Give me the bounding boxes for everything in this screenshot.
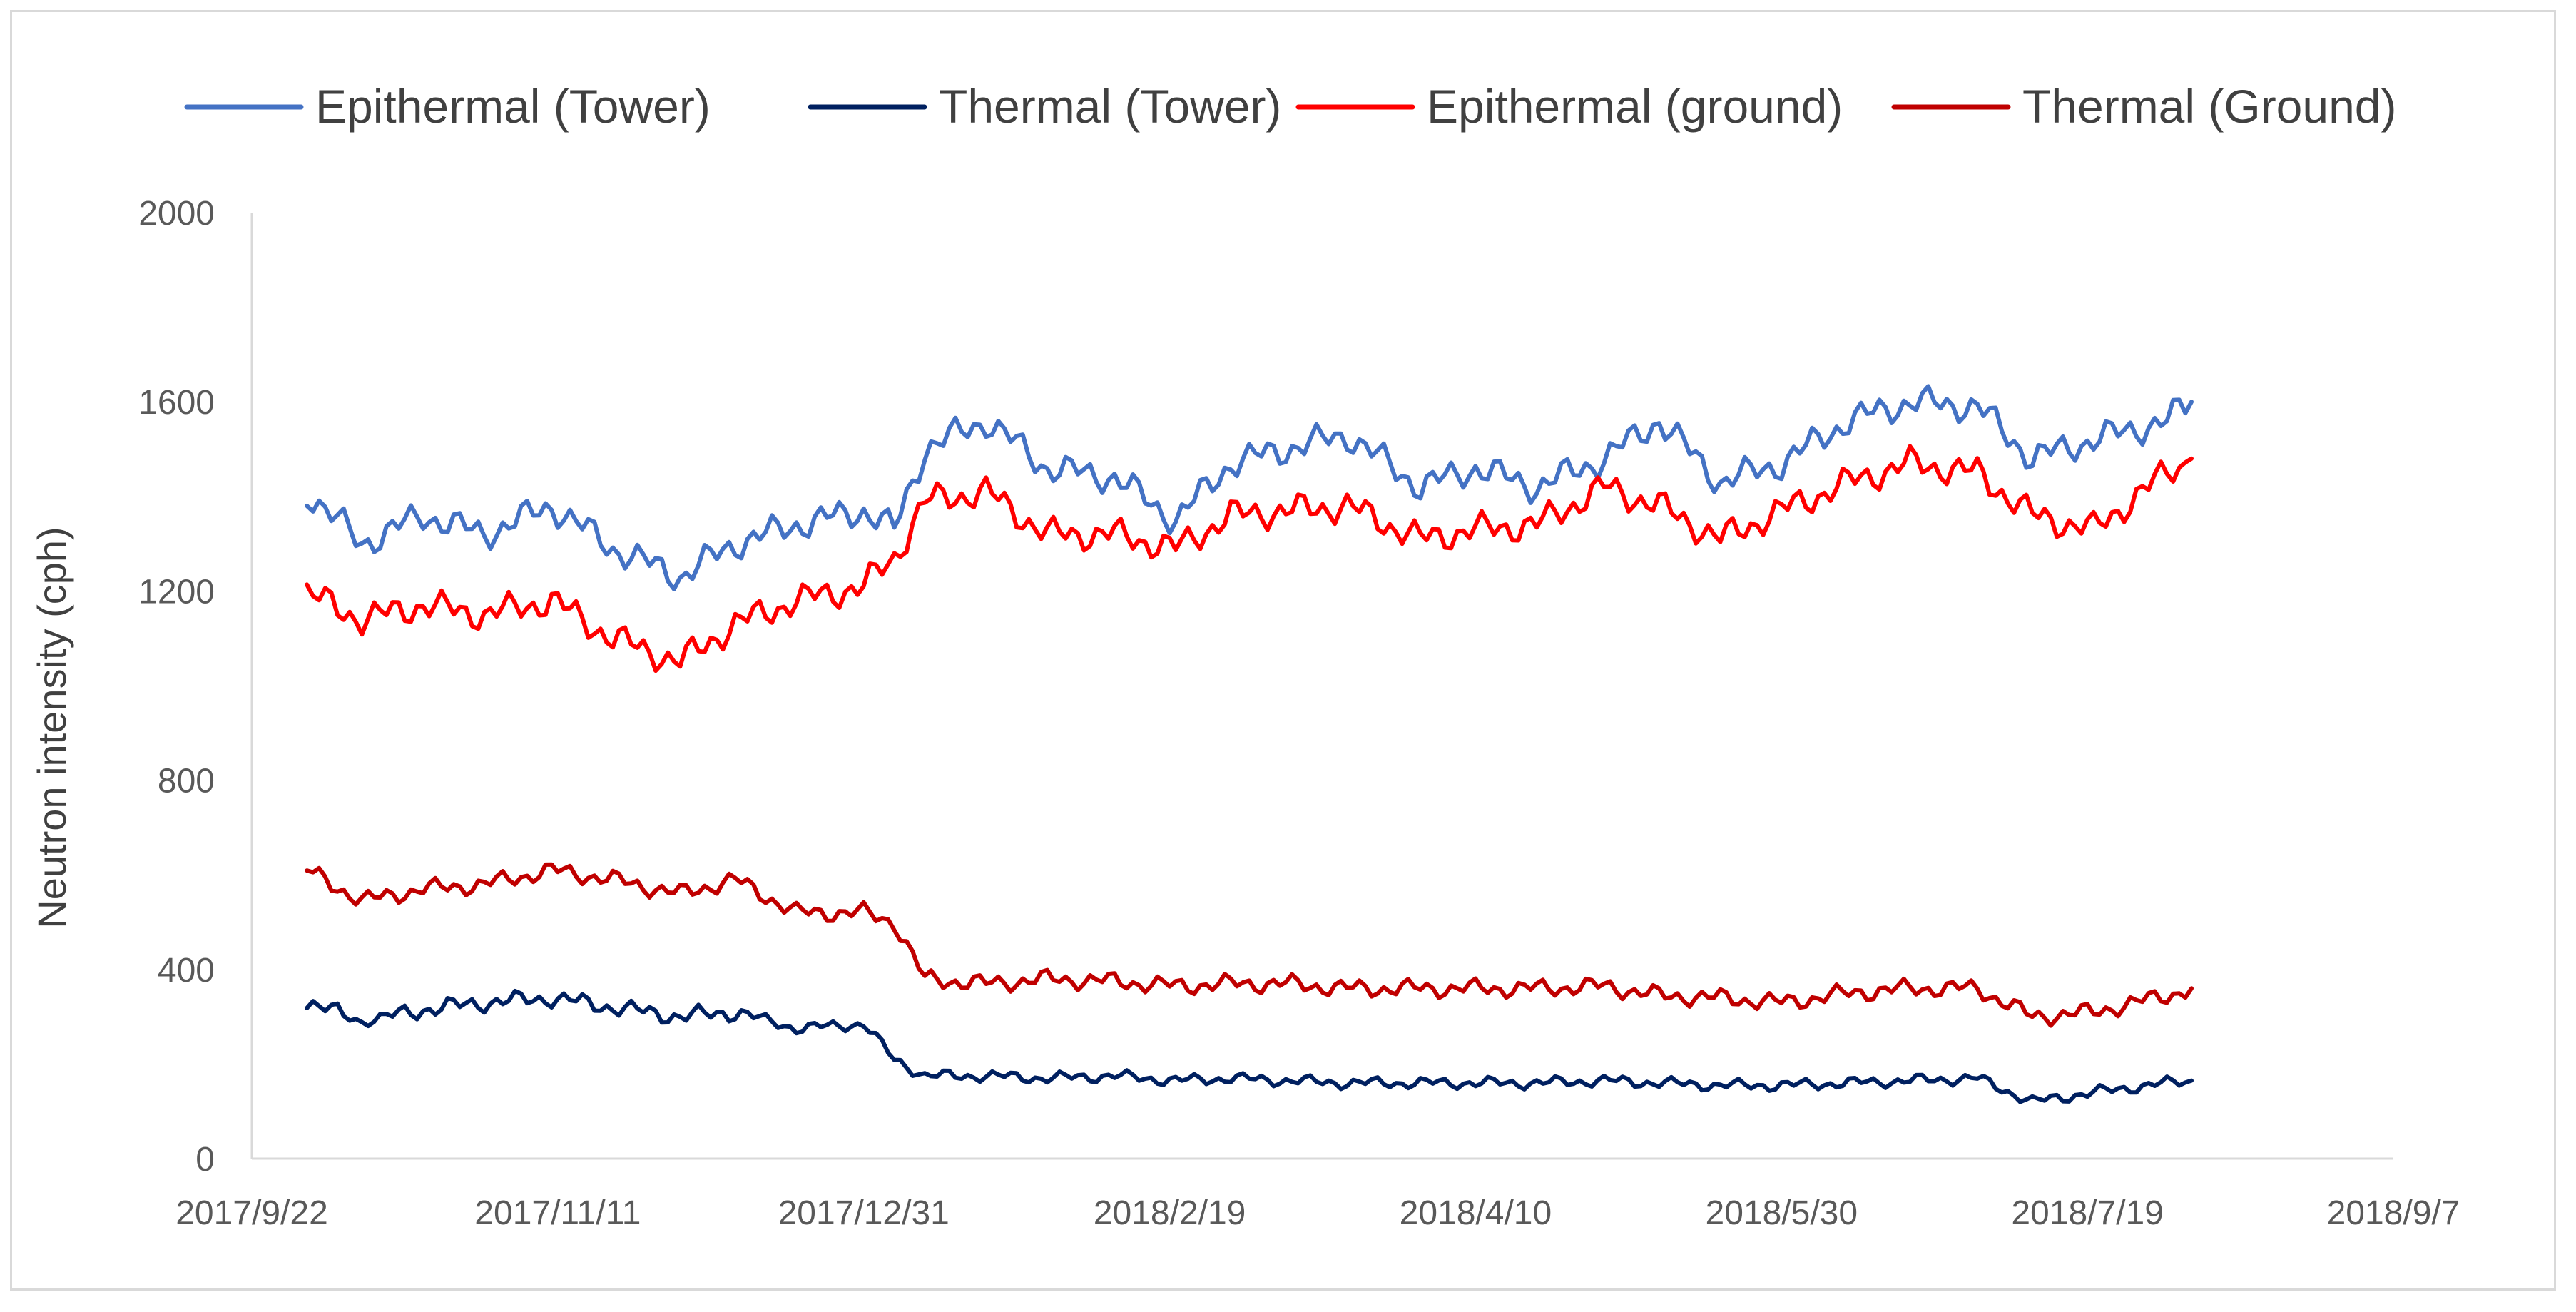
- y-tick-label: 0: [195, 1141, 215, 1179]
- series-line-thermal-ground: [305, 862, 2194, 1028]
- legend-label: Epithermal (ground): [1427, 80, 1843, 133]
- x-tick-label: 2017/9/22: [175, 1194, 328, 1232]
- y-tick-label: 1200: [138, 573, 215, 611]
- x-tick-label: 2018/4/10: [1400, 1194, 1552, 1232]
- x-tick-label: 2018/7/19: [2011, 1194, 2164, 1232]
- series-line-epithermal-ground: [305, 444, 2194, 673]
- legend-label: Epithermal (Tower): [315, 80, 711, 133]
- x-tick-label: 2018/5/30: [1706, 1194, 1858, 1232]
- x-axis: 2017/9/22 2017/11/11 2017/12/31 2018/2/19 20…: [175, 1157, 2460, 1232]
- legend-label: Thermal (Ground): [2022, 80, 2397, 133]
- y-axis-title: Neutron intensity (cph): [29, 527, 74, 928]
- legend-item: Thermal (Ground): [1891, 80, 2397, 133]
- x-tick-label: 2017/11/11: [474, 1194, 641, 1232]
- x-tick-label: 2018/9/7: [2327, 1194, 2460, 1232]
- y-tick-label: 2000: [138, 195, 215, 233]
- legend-item: Epithermal (Tower): [184, 80, 711, 133]
- y-axis: 0 400 800 1200 1600 2000: [138, 195, 253, 1179]
- y-tick-label: 1600: [138, 384, 215, 422]
- legend-item: Thermal (Tower): [808, 80, 1281, 133]
- series-line-thermal-tower: [305, 988, 2194, 1104]
- series-line-epithermal-tower: [305, 384, 2194, 591]
- legend: Epithermal (Tower) Thermal (Tower) Epither…: [184, 80, 2397, 133]
- legend-label: Thermal (Tower): [939, 80, 1281, 133]
- legend-item: Epithermal (ground): [1295, 80, 1843, 133]
- y-tick-label: 400: [158, 952, 215, 990]
- chart-frame: [10, 10, 2556, 1291]
- y-tick-label: 800: [158, 763, 215, 800]
- x-tick-label: 2018/2/19: [1094, 1194, 1246, 1232]
- x-tick-label: 2017/12/31: [778, 1194, 950, 1232]
- series-layer: [305, 384, 2194, 1104]
